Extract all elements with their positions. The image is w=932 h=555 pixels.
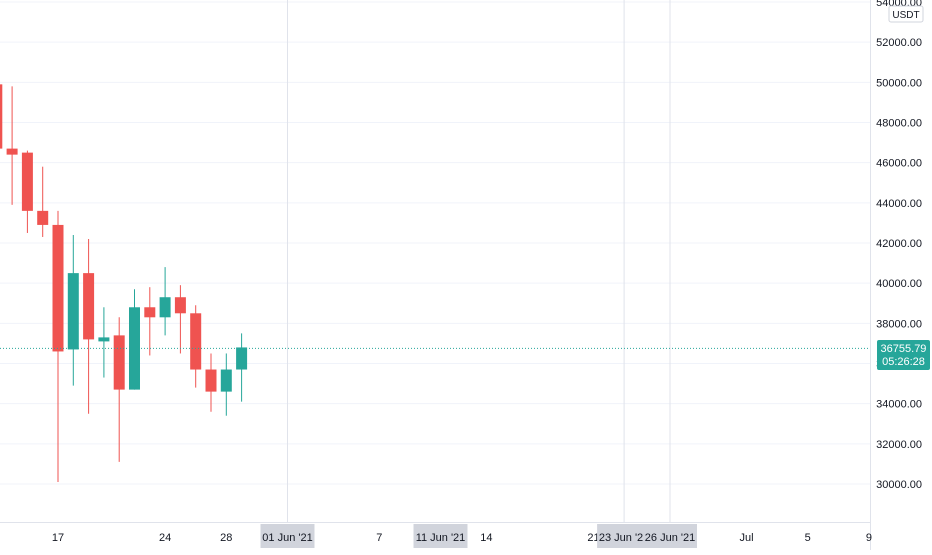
bar-countdown: 05:26:28 — [882, 356, 925, 368]
candle[interactable] — [205, 353, 217, 412]
candle[interactable] — [174, 285, 186, 354]
candle[interactable] — [113, 317, 125, 462]
candle[interactable] — [83, 238, 95, 414]
candle-body — [220, 369, 232, 392]
time-highlight-box — [597, 524, 652, 548]
price-tick-label: 30000.00 — [876, 479, 922, 491]
candle-body — [67, 273, 79, 350]
candle[interactable] — [129, 289, 140, 390]
candle[interactable] — [21, 150, 33, 233]
candle-body — [98, 337, 110, 342]
currency-badge-box — [888, 5, 924, 23]
candle[interactable] — [220, 353, 232, 416]
price-axis[interactable]: 54000.00 52000.00 50000.00 48000.00 46000.00… — [876, 0, 922, 491]
time-tick-label: Jul — [739, 532, 753, 544]
price-tick-label: 42000.00 — [876, 238, 922, 250]
last-price-label-box — [877, 340, 930, 370]
candle[interactable] — [236, 333, 248, 402]
candle-body — [129, 307, 140, 390]
candle-body — [236, 347, 248, 370]
price-tick-label: 52000.00 — [876, 37, 922, 49]
candle[interactable] — [190, 305, 202, 388]
time-highlight-box — [643, 524, 697, 548]
candle-body — [190, 313, 202, 370]
candle[interactable] — [67, 234, 79, 386]
last-price-label: 36755.79 05:26:28 — [877, 340, 930, 370]
price-tick-label: 34000.00 — [876, 399, 922, 411]
candle-body — [83, 273, 95, 340]
last-price-value: 36755.79 — [881, 343, 927, 355]
candle-body — [21, 152, 33, 211]
currency-badge: USDT — [888, 5, 924, 23]
price-tick-label: 54000.00 — [876, 0, 922, 9]
time-tick-label: 9 — [866, 532, 872, 544]
candle-body — [37, 210, 49, 225]
candle-body — [0, 84, 3, 149]
time-highlight-box — [413, 524, 468, 548]
price-tick-label: 40000.00 — [876, 278, 922, 290]
horizontal-gridlines — [0, 1, 870, 485]
candle-body — [205, 369, 217, 392]
price-tick-label: 44000.00 — [876, 198, 922, 210]
candle[interactable] — [159, 267, 171, 336]
time-highlight-label: 11 Jun '21 — [416, 532, 466, 544]
time-axis-line — [0, 522, 870, 523]
candle-body — [174, 297, 186, 314]
price-tick-label: 38000.00 — [876, 318, 922, 330]
time-tick-label: 5 — [805, 532, 811, 544]
price-tick-label: 32000.00 — [876, 439, 922, 451]
currency-label: USDT — [892, 10, 919, 21]
candle[interactable] — [0, 50, 3, 158]
time-tick-label: 14 — [480, 532, 492, 544]
time-tick-label: 7 — [376, 532, 382, 544]
candle-body — [52, 224, 64, 352]
time-highlight-box — [260, 524, 315, 548]
time-tick-label: 21 — [587, 532, 599, 544]
time-tick-label: 28 — [220, 532, 232, 544]
candles[interactable] — [0, 50, 248, 482]
candle[interactable] — [37, 166, 49, 237]
candle-body — [144, 307, 156, 318]
candle[interactable] — [98, 307, 110, 378]
candle-body — [159, 297, 171, 318]
time-tick-label: 24 — [159, 532, 171, 544]
candle-body — [6, 148, 18, 155]
candle[interactable] — [144, 287, 156, 356]
price-tick-label: 50000.00 — [876, 77, 922, 89]
candle-body — [113, 335, 125, 390]
price-tick-label: 46000.00 — [876, 158, 922, 170]
vertical-gridlines — [287, 0, 671, 522]
time-highlight-label: 26 Jun '21 — [645, 532, 695, 544]
time-tick-label: 17 — [52, 532, 64, 544]
candle[interactable] — [52, 210, 64, 482]
time-highlight-label: 01 Jun '21 — [262, 532, 312, 544]
time-axis[interactable]: 17 24 28 7 14 21 Jul 5 9 01 Jun '21 11 Jun '21 23 J… — [52, 524, 872, 548]
candle[interactable] — [6, 86, 18, 205]
price-axis-line — [870, 0, 871, 550]
price-tick-label: 48000.00 — [876, 118, 922, 130]
time-highlight-label: 23 Jun '21 — [599, 532, 649, 544]
